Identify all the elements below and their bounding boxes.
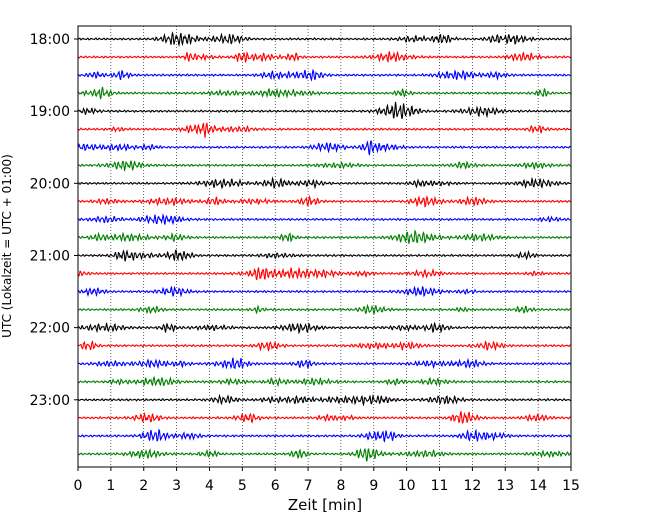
y-tick-label: 23:00	[30, 393, 70, 409]
traces	[77, 31, 572, 462]
trace-23	[77, 428, 572, 443]
x-tick-label: 9	[369, 478, 378, 494]
trace-21	[77, 393, 572, 407]
x-tick-label: 5	[238, 478, 247, 494]
trace-9	[77, 176, 572, 190]
trace-2	[77, 50, 572, 64]
trace-20	[77, 375, 572, 388]
x-tick-label: 4	[205, 478, 214, 494]
y-axis-label: UTC (Lokalzeit = UTC + 01:00)	[0, 154, 14, 338]
x-axis-label: Zeit [min]	[288, 496, 362, 514]
y-tick-label: 20:00	[30, 176, 70, 192]
trace-1	[77, 31, 572, 48]
trace-18	[77, 340, 572, 352]
plot-area	[78, 26, 571, 467]
y-tick-label: 19:00	[30, 104, 70, 120]
y-tick-label: 22:00	[30, 321, 70, 337]
x-tick-label: 11	[431, 478, 449, 494]
x-tick-label: 14	[529, 478, 547, 494]
trace-22	[77, 411, 572, 424]
x-ticks: 0 1 2 3 4 5 6 7 8 9 10 11 12 13 14 15	[74, 467, 580, 494]
trace-7	[77, 139, 572, 157]
x-tick-label: 10	[398, 478, 416, 494]
x-tick-label: 13	[496, 478, 514, 494]
trace-4	[77, 86, 572, 100]
x-tick-label: 2	[139, 478, 148, 494]
trace-3	[77, 68, 572, 82]
x-tick-label: 7	[304, 478, 313, 494]
y-tick-label: 18:00	[30, 32, 70, 48]
x-tick-label: 12	[463, 478, 481, 494]
trace-11	[77, 213, 572, 226]
trace-16	[77, 303, 572, 315]
x-tick-label: 0	[74, 478, 83, 494]
trace-5	[77, 101, 572, 119]
trace-14	[77, 267, 572, 281]
x-tick-label: 1	[106, 478, 115, 494]
x-tick-label: 8	[336, 478, 345, 494]
y-tick-label: 21:00	[30, 248, 70, 264]
x-tick-label: 3	[172, 478, 181, 494]
trace-24	[77, 447, 572, 462]
trace-15	[77, 285, 572, 298]
plot-frame	[77, 25, 572, 468]
trace-17	[77, 321, 572, 335]
trace-10	[77, 194, 572, 208]
trace-8	[77, 160, 572, 172]
x-tick-label: 6	[271, 478, 280, 494]
trace-13	[77, 249, 572, 262]
trace-19	[77, 357, 572, 370]
x-tick-label: 15	[562, 478, 580, 494]
trace-6	[77, 122, 572, 138]
y-ticks: 18:00 19:00 20:00 21:00 22:00 23:00	[30, 32, 78, 409]
trace-12	[77, 229, 572, 244]
